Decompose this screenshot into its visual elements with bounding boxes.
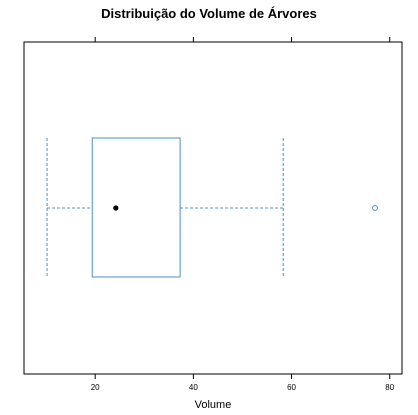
median-point (113, 205, 119, 211)
tick-label-20: 20 (91, 383, 100, 392)
plot-frame (23, 41, 403, 375)
interquartile-box (91, 137, 181, 278)
top-axis-ticks (94, 37, 391, 42)
tick-label-60: 60 (287, 383, 296, 392)
tick-label-80: 80 (385, 383, 394, 392)
tick-label-40: 40 (189, 383, 198, 392)
bottom-axis-ticks (94, 374, 391, 379)
box-plot-marks (46, 137, 378, 278)
x-axis-label: Volume (195, 399, 232, 411)
chart-title: Distribuição do Volume de Árvores (101, 6, 317, 21)
x-axis-tick-labels: 20 40 60 80 (91, 383, 395, 392)
outlier-point-1 (372, 205, 378, 211)
